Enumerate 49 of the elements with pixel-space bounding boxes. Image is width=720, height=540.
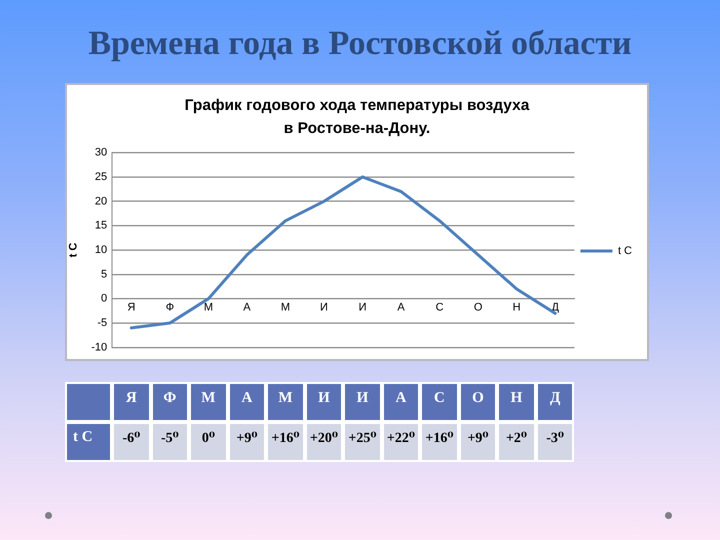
text: t C xyxy=(73,429,93,445)
y-tick-label: 10 xyxy=(94,244,108,256)
x-tick-label: О xyxy=(474,301,483,314)
category-label: Ф xyxy=(163,390,176,406)
x-tick-label: И xyxy=(320,301,328,314)
data-label: +16⁰ xyxy=(420,422,459,462)
x-tick-label: М xyxy=(280,301,290,314)
data-label: +20⁰ xyxy=(304,422,344,462)
x-tick-label: А xyxy=(243,301,252,314)
category-label: Н xyxy=(510,390,522,406)
y-tick-label: 15 xyxy=(94,220,108,232)
y-tick-label: 0 xyxy=(100,292,108,305)
category-label: А xyxy=(396,390,406,406)
y-tick-label: -5 xyxy=(97,317,108,330)
chart-title: Времена года в Ростовской области xyxy=(87,25,633,63)
x-tick-label: М xyxy=(204,301,214,314)
data-label: -3⁰ xyxy=(536,422,574,462)
data-label: 0⁰ xyxy=(189,422,228,462)
x-tick-label: Ф xyxy=(166,301,174,314)
category-label: М xyxy=(201,390,216,406)
legend-label: t C xyxy=(618,245,632,258)
x-tick-label: Я xyxy=(127,301,136,314)
category-label: И xyxy=(356,390,368,406)
data-label: +22⁰ xyxy=(382,422,420,462)
y-tick-label: 20 xyxy=(94,195,108,208)
category-label: И xyxy=(318,390,330,406)
y-tick-label: 30 xyxy=(94,146,108,159)
y-tick-label: -10 xyxy=(91,341,108,354)
data-label: -5⁰ xyxy=(150,422,190,462)
chart-subtitle: График годового хода температуры воздуха в Ростове-на-Дону. xyxy=(184,96,530,139)
data-label: +9⁰ xyxy=(228,422,266,462)
x-tick-label: Н xyxy=(512,301,521,314)
category-label: Я xyxy=(126,390,137,406)
data-label: +25⁰ xyxy=(343,422,382,462)
category-label: С xyxy=(434,390,445,406)
category-label: О xyxy=(472,390,484,406)
y-tick-label: 5 xyxy=(100,268,108,280)
category-label: Д xyxy=(550,390,560,406)
y-axis-title: t C xyxy=(68,242,80,258)
x-tick-label: И xyxy=(358,301,366,314)
data-label: -6⁰ xyxy=(112,422,151,462)
y-tick-label: 25 xyxy=(94,170,108,183)
category-label: М xyxy=(278,390,292,406)
data-label: +9⁰ xyxy=(458,422,498,462)
x-tick-label: С xyxy=(436,301,444,314)
data-label: +2⁰ xyxy=(497,422,536,462)
data-label: +16⁰ xyxy=(266,422,305,462)
x-tick-label: А xyxy=(397,301,406,314)
category-label: А xyxy=(241,390,252,406)
